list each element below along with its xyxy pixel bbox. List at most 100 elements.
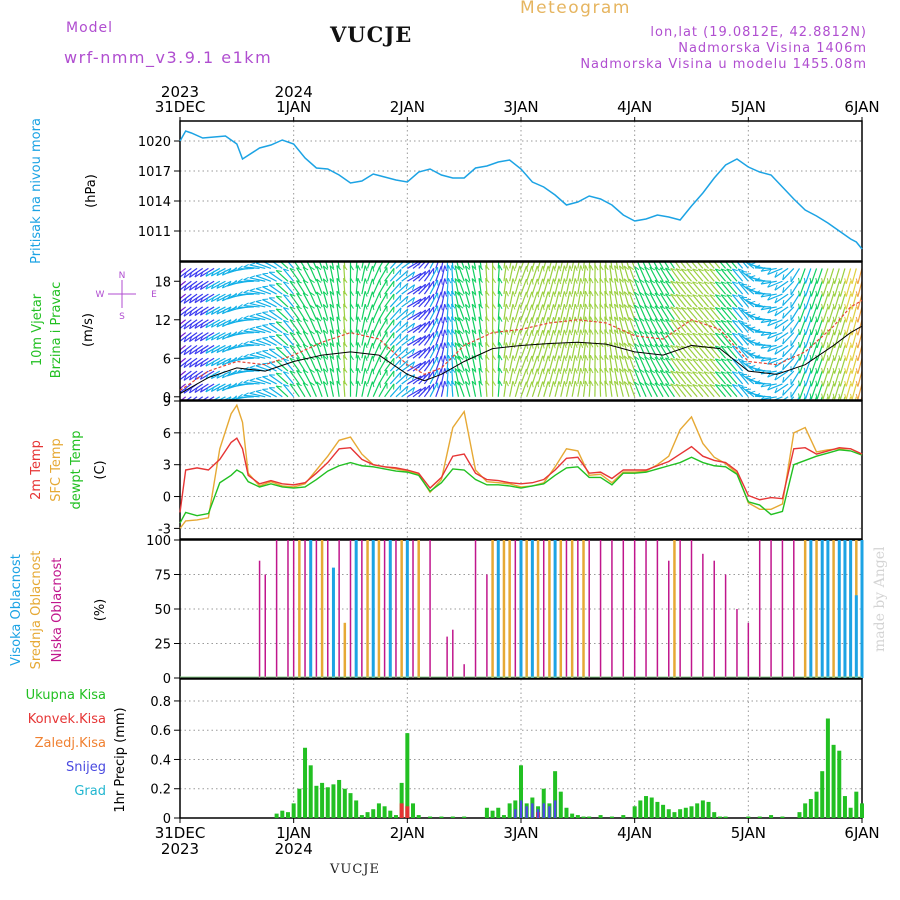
wind-barb — [249, 277, 266, 282]
wind-barb — [755, 344, 772, 347]
wind-barb-head — [855, 291, 859, 297]
wind-barb — [289, 267, 300, 282]
wind-barb-head — [580, 290, 584, 297]
wind-barb — [822, 332, 829, 349]
wind-barb-head — [760, 267, 766, 272]
wind-barb-head — [628, 355, 634, 360]
wind-barb-head — [639, 330, 645, 335]
wind-barb — [613, 380, 619, 397]
wind-barb — [451, 303, 454, 320]
wind-barb-head — [639, 291, 645, 296]
precip-total-bar — [303, 747, 308, 818]
wind-barb-head — [709, 294, 716, 297]
wind-barb — [692, 332, 704, 346]
wind-barb — [782, 268, 795, 281]
wind-barb — [336, 368, 340, 385]
precip-conv-bar — [399, 803, 404, 818]
x-tick-label-top: 3JAN — [503, 98, 538, 116]
wind-barb — [609, 278, 613, 295]
compass-w: W — [96, 290, 105, 300]
wind-barb — [189, 332, 204, 343]
wind-barb — [526, 265, 533, 282]
wind-barb — [647, 262, 653, 269]
wind-barb — [355, 316, 359, 333]
wind-barb-head — [232, 344, 237, 349]
wind-barb-head — [329, 290, 335, 296]
wind-barb — [336, 355, 340, 372]
wind-barb-head — [243, 264, 249, 268]
wind-barb — [543, 342, 549, 359]
wind-barb-head — [183, 336, 187, 343]
wind-barb-head — [782, 338, 785, 345]
wind-barb — [454, 329, 460, 346]
wind-barb — [509, 329, 514, 346]
wind-barb-head — [226, 268, 232, 274]
wind-barb — [851, 383, 857, 400]
wind-barb-head — [649, 279, 656, 284]
wind-barb — [790, 280, 800, 296]
wind-barb — [726, 319, 738, 333]
wind-barb — [395, 372, 409, 385]
wind-barb-head — [243, 328, 249, 332]
wind-barb-head — [628, 381, 634, 386]
wind-barb — [613, 342, 619, 359]
wind-barb-head — [767, 333, 772, 339]
wind-barb-head — [471, 265, 477, 271]
wind-barb — [423, 280, 435, 295]
wind-barb-head — [595, 252, 598, 257]
wind-barb — [485, 278, 488, 295]
wind-barb-head — [531, 317, 534, 324]
wind-barb — [741, 270, 755, 282]
wind-barb-head — [405, 283, 409, 289]
wind-barb-head — [194, 297, 198, 303]
wind-barb — [714, 332, 727, 346]
wind-barb — [378, 318, 388, 333]
wind-barb-head — [183, 362, 187, 368]
wind-barb-head — [698, 371, 704, 374]
wind-barb-head — [210, 360, 215, 367]
wind-barb-head — [614, 290, 619, 296]
wind-barb — [613, 329, 619, 346]
wind-barb — [429, 279, 439, 295]
wind-barb — [571, 265, 576, 282]
wind-barb-head — [754, 380, 761, 384]
precip-total-bar — [519, 765, 523, 818]
wind-barb-head — [329, 265, 335, 271]
wind-barb — [366, 381, 374, 397]
wind-barb-head — [447, 303, 452, 310]
wind-barb-head — [199, 271, 204, 277]
wind-barb — [609, 265, 613, 282]
wind-barb — [665, 293, 675, 308]
wind-barb — [302, 382, 312, 398]
wind-barb-head — [692, 345, 699, 349]
wind-barb — [296, 357, 306, 372]
wind-barb — [760, 370, 777, 375]
wind-barb — [654, 305, 664, 321]
wind-barb — [582, 278, 587, 295]
wind-barb — [741, 296, 755, 308]
wind-barb — [644, 317, 653, 333]
wind-barb-head — [364, 291, 368, 297]
wind-barb-head — [296, 280, 302, 284]
wind-barb — [275, 321, 289, 334]
wind-barb-head — [703, 384, 710, 387]
wind-barb — [329, 342, 335, 359]
wind-barb — [497, 367, 500, 384]
wind-barb-head — [619, 253, 623, 257]
wind-barb-head — [531, 368, 534, 375]
wind-barb-head — [499, 252, 502, 257]
wind-barb-head — [226, 345, 232, 351]
precip-total-bar — [285, 812, 290, 818]
wind-barb-head — [289, 280, 296, 284]
wind-barb — [790, 332, 800, 347]
wind-barb — [189, 280, 204, 291]
wind-barb-head — [782, 389, 785, 396]
wind-barb — [709, 384, 721, 398]
dewpoint-axis-title: dewpt Temp — [69, 430, 84, 509]
wind-barb-head — [458, 291, 464, 296]
wind-barb — [418, 307, 431, 321]
wind-barb-head — [205, 348, 209, 354]
wind-barb-head — [760, 305, 766, 311]
wind-barb-head — [693, 256, 698, 258]
wind-barb-head — [654, 305, 661, 310]
